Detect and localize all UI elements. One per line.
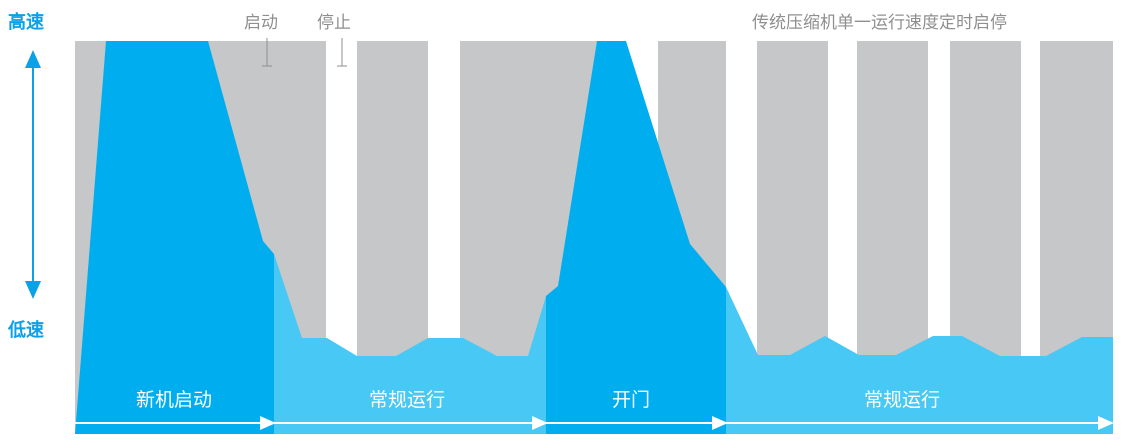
phase-label-startup: 新机启动 (136, 389, 213, 411)
startup-area (75, 41, 274, 434)
start-label: 启动 (244, 13, 278, 33)
legend-label: 传统压缩机单一运行速度定时启停 (752, 13, 1007, 33)
start-marker (262, 38, 272, 67)
up-arrow-icon (25, 50, 41, 68)
stop-marker (337, 38, 347, 67)
phase-label-regular-2: 常规运行 (864, 389, 941, 411)
arrow-right-icon (1098, 416, 1114, 430)
regular-run-area-2 (726, 287, 1113, 434)
regular-run-area-1 (274, 254, 546, 434)
speed-axis-arrow (25, 50, 41, 299)
door-open-area (546, 41, 726, 434)
stop-label: 停止 (317, 13, 351, 33)
arrow-right-icon (260, 416, 276, 430)
arrow-right-icon (712, 416, 728, 430)
low-speed-label: 低速 (8, 320, 44, 341)
phase-label-door-open: 开门 (612, 389, 651, 411)
timeline-arrows (75, 416, 1114, 430)
down-arrow-icon (25, 281, 41, 299)
high-speed-label: 高速 (8, 12, 44, 33)
phase-label-regular-1: 常规运行 (369, 389, 446, 411)
arrow-right-icon (532, 416, 548, 430)
